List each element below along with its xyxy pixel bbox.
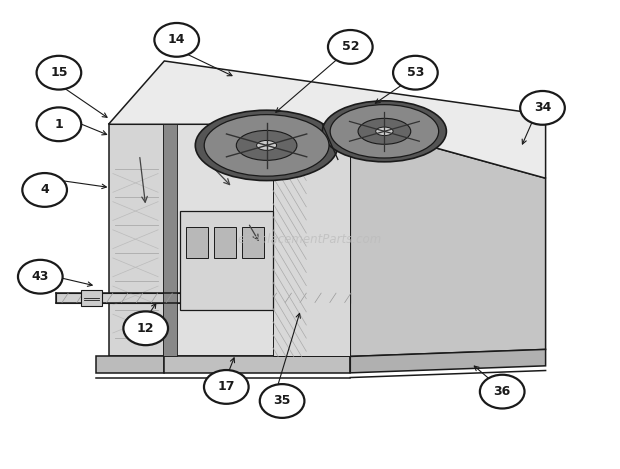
- Text: 35: 35: [273, 394, 291, 408]
- Circle shape: [204, 370, 249, 404]
- Polygon shape: [164, 124, 350, 356]
- Circle shape: [328, 30, 373, 64]
- Text: 15: 15: [50, 66, 68, 79]
- Circle shape: [393, 56, 438, 90]
- Text: eReplacementParts.com: eReplacementParts.com: [238, 233, 382, 246]
- Circle shape: [18, 260, 63, 294]
- Polygon shape: [164, 356, 350, 373]
- Text: 34: 34: [534, 101, 551, 114]
- Polygon shape: [350, 349, 546, 373]
- Circle shape: [37, 107, 81, 141]
- Ellipse shape: [322, 101, 446, 162]
- Polygon shape: [163, 124, 177, 356]
- Bar: [214, 227, 236, 258]
- Text: 4: 4: [40, 183, 49, 197]
- Polygon shape: [108, 61, 546, 178]
- Polygon shape: [180, 211, 273, 310]
- Bar: [242, 227, 264, 258]
- Polygon shape: [96, 356, 164, 373]
- Text: 17: 17: [218, 380, 235, 393]
- Circle shape: [22, 173, 67, 207]
- Polygon shape: [108, 124, 164, 356]
- Text: 36: 36: [494, 385, 511, 398]
- Text: 43: 43: [32, 270, 49, 283]
- Text: 12: 12: [137, 322, 154, 335]
- Ellipse shape: [257, 141, 277, 151]
- Polygon shape: [56, 293, 350, 303]
- Circle shape: [480, 375, 525, 408]
- Circle shape: [37, 56, 81, 90]
- Polygon shape: [273, 124, 350, 356]
- Text: 53: 53: [407, 66, 424, 79]
- Circle shape: [123, 311, 168, 345]
- Bar: [186, 227, 208, 258]
- Text: 14: 14: [168, 33, 185, 46]
- Polygon shape: [350, 124, 546, 356]
- Circle shape: [154, 23, 199, 57]
- Ellipse shape: [195, 110, 338, 181]
- Ellipse shape: [376, 127, 393, 136]
- Circle shape: [520, 91, 565, 125]
- Text: 1: 1: [55, 118, 63, 131]
- Circle shape: [260, 384, 304, 418]
- Ellipse shape: [330, 105, 439, 158]
- Text: 52: 52: [342, 40, 359, 53]
- Ellipse shape: [204, 114, 329, 176]
- Ellipse shape: [236, 130, 297, 160]
- Ellipse shape: [358, 118, 410, 144]
- Polygon shape: [81, 290, 102, 306]
